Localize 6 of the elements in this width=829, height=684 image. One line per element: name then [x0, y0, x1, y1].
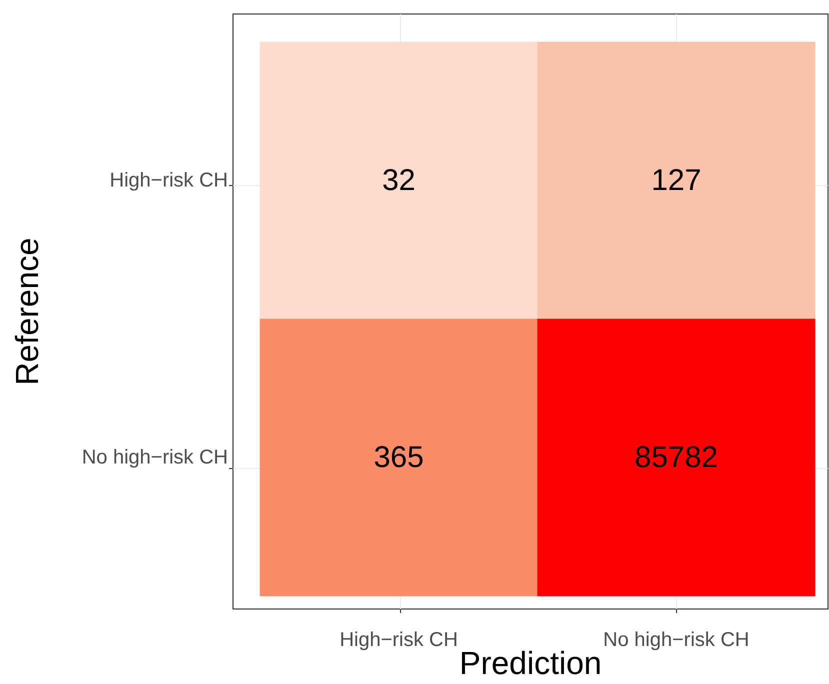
- x-axis-title: Prediction: [459, 645, 602, 681]
- y-axis-title: Reference: [9, 238, 45, 386]
- data-label: 85782: [634, 441, 718, 474]
- data-label: 127: [651, 164, 702, 197]
- data-label: 32: [382, 164, 416, 197]
- data-label: 365: [374, 441, 424, 474]
